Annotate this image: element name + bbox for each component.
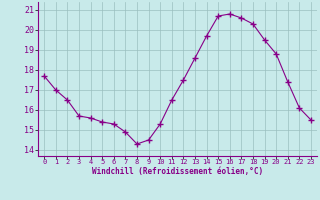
- X-axis label: Windchill (Refroidissement éolien,°C): Windchill (Refroidissement éolien,°C): [92, 167, 263, 176]
